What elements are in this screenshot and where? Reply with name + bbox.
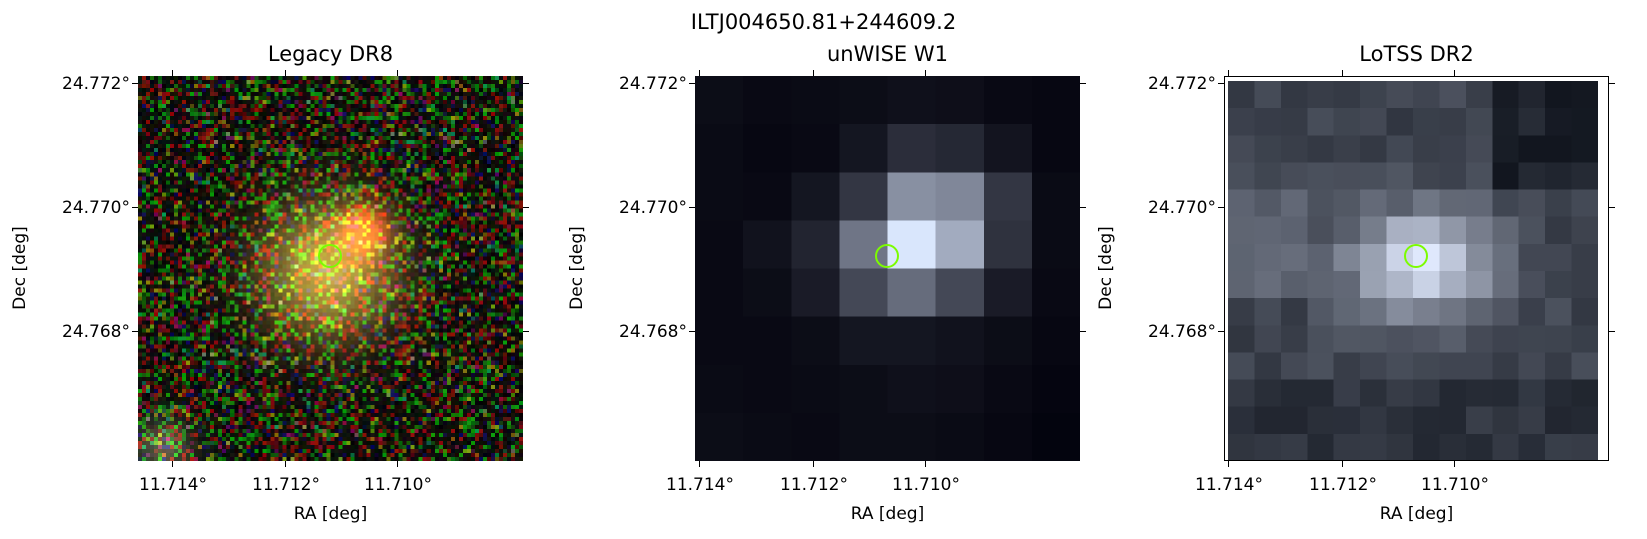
y-tick [132,207,138,209]
y-tick [132,83,138,85]
x-tick [1454,461,1456,467]
y-tick [689,331,695,333]
x-tick [699,70,701,76]
x-tick [925,70,927,76]
y-tick [1218,83,1224,85]
x-tick-label: 11.714° [1195,475,1263,495]
y-tick-label: 24.772° [1148,74,1216,94]
y-tick [523,331,529,333]
x-tick-label: 11.710° [1421,475,1489,495]
x-tick [172,70,174,76]
x-tick [1454,70,1456,76]
y-tick [1080,207,1086,209]
x-tick [285,461,287,467]
y-tick-label: 24.770° [1148,198,1216,218]
x-tick-label: 11.710° [892,475,960,495]
x-axis-label: RA [deg] [1379,504,1454,524]
axes-frame [138,76,523,461]
panel-unwise-w1: unWISE W1 24.772° 24.770° 24.768° 11.714… [557,0,1097,539]
y-tick-label: 24.770° [619,198,687,218]
y-tick-label: 24.768° [62,322,130,342]
y-tick [523,207,529,209]
y-tick [1080,83,1086,85]
panel-lotss-dr2: LoTSS DR2 24.772° 24.770° 24.768° 11.714… [1086,0,1626,539]
x-axis-label: RA [deg] [293,504,368,524]
y-tick [523,83,529,85]
y-axis-label: Dec [deg] [1096,226,1116,310]
legacy-image [138,76,523,461]
y-tick [132,331,138,333]
axes-frame [1224,76,1609,461]
y-axis-label: Dec [deg] [10,226,30,310]
x-tick [285,70,287,76]
x-tick [1228,70,1230,76]
x-tick [699,461,701,467]
y-tick [1218,331,1224,333]
axes-frame [695,76,1080,461]
panel-title: LoTSS DR2 [1359,42,1474,66]
figure-title: ILTJ004650.81+244609.2 [690,10,957,34]
unwise-image [695,76,1080,461]
y-tick [689,83,695,85]
x-tick-label: 11.710° [364,475,432,495]
x-tick-label: 11.712° [780,475,848,495]
y-tick-label: 24.772° [619,74,687,94]
x-tick-label: 11.712° [1309,475,1377,495]
y-tick [1609,83,1615,85]
x-tick-label: 11.714° [139,475,207,495]
y-tick-label: 24.772° [62,74,130,94]
y-tick [1609,331,1615,333]
x-tick [1342,461,1344,467]
x-tick [1342,70,1344,76]
y-tick [1609,207,1615,209]
x-tick [925,461,927,467]
x-tick [172,461,174,467]
y-tick [689,207,695,209]
source-marker [875,244,899,268]
source-marker [1404,244,1428,268]
x-tick-label: 11.714° [666,475,734,495]
panel-legacy-dr8: Legacy DR8 24.772° 24.770° 24.768° 11.71… [0,0,540,539]
panel-title: unWISE W1 [827,42,948,66]
lotss-image [1228,81,1598,461]
y-axis-label: Dec [deg] [567,226,587,310]
x-tick [1228,461,1230,467]
x-tick [813,70,815,76]
y-tick-label: 24.770° [62,198,130,218]
x-tick [397,70,399,76]
y-tick-label: 24.768° [619,322,687,342]
x-axis-label: RA [deg] [850,504,925,524]
x-tick [813,461,815,467]
x-tick-label: 11.712° [252,475,320,495]
y-tick-label: 24.768° [1148,322,1216,342]
y-tick [1080,331,1086,333]
x-tick [397,461,399,467]
y-tick [1218,207,1224,209]
source-marker [318,244,342,268]
panel-title: Legacy DR8 [267,42,394,66]
